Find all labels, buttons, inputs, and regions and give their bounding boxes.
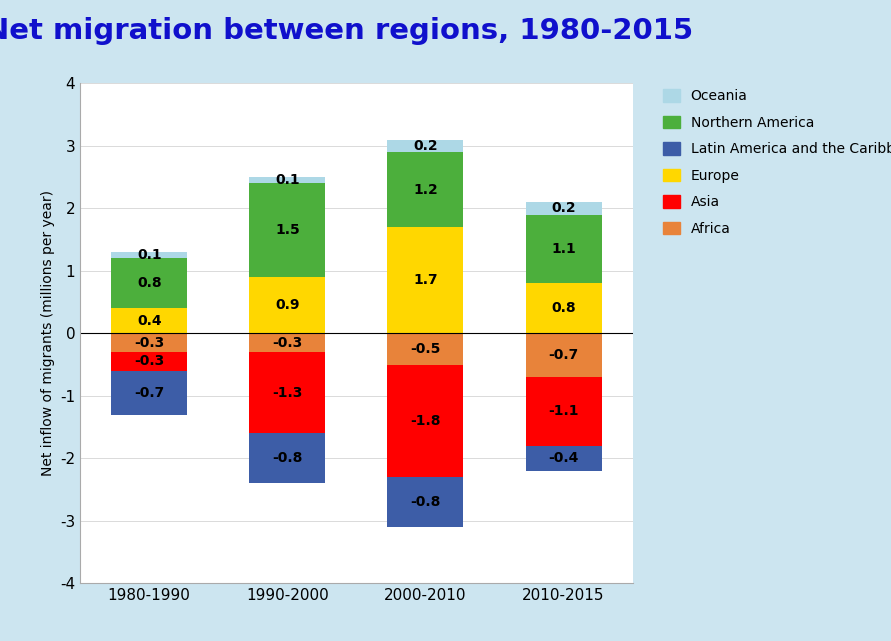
Bar	[111, 252, 187, 258]
Bar	[249, 183, 325, 277]
Bar	[111, 333, 187, 352]
Text: 0.8: 0.8	[137, 276, 161, 290]
Text: 1.2: 1.2	[413, 183, 437, 197]
Text: 0.1: 0.1	[137, 248, 161, 262]
Bar	[249, 277, 325, 333]
Bar	[388, 227, 463, 333]
Bar	[111, 370, 187, 415]
Text: 0.9: 0.9	[275, 298, 299, 312]
Text: 1.7: 1.7	[413, 273, 437, 287]
Bar	[388, 333, 463, 365]
Y-axis label: Net inflow of migrants (millions per year): Net inflow of migrants (millions per yea…	[40, 190, 54, 476]
Text: -1.1: -1.1	[548, 404, 579, 419]
Bar	[249, 433, 325, 483]
Text: 0.8: 0.8	[552, 301, 576, 315]
Bar	[526, 215, 601, 283]
Text: -0.7: -0.7	[549, 348, 578, 362]
Bar	[388, 152, 463, 227]
Text: -0.3: -0.3	[273, 336, 302, 350]
Text: -1.8: -1.8	[410, 414, 441, 428]
Bar	[526, 377, 601, 446]
Bar	[388, 477, 463, 527]
Text: 0.1: 0.1	[275, 173, 299, 187]
Bar	[388, 140, 463, 152]
Bar	[111, 352, 187, 371]
Text: -0.5: -0.5	[410, 342, 441, 356]
Text: 0.2: 0.2	[552, 201, 576, 215]
Legend: Oceania, Northern America, Latin America and the Caribbean, Europe, Asia, Africa: Oceania, Northern America, Latin America…	[658, 84, 891, 242]
Bar	[526, 202, 601, 215]
Bar	[526, 283, 601, 333]
Text: 1.5: 1.5	[275, 223, 299, 237]
Bar	[526, 446, 601, 470]
Bar	[388, 365, 463, 477]
Text: 1.1: 1.1	[552, 242, 576, 256]
Text: -0.7: -0.7	[135, 386, 164, 400]
Text: -0.8: -0.8	[272, 451, 303, 465]
Text: -0.3: -0.3	[135, 354, 164, 369]
Text: -0.3: -0.3	[135, 336, 164, 350]
Bar	[111, 308, 187, 333]
Bar	[249, 177, 325, 183]
Text: -0.8: -0.8	[410, 495, 441, 509]
Text: 0.2: 0.2	[413, 139, 437, 153]
Text: Net migration between regions, 1980-2015: Net migration between regions, 1980-2015	[0, 17, 692, 45]
Text: -0.4: -0.4	[548, 451, 579, 465]
Bar	[111, 258, 187, 308]
Bar	[249, 352, 325, 433]
Text: -1.3: -1.3	[272, 386, 303, 400]
Text: 0.4: 0.4	[137, 314, 161, 328]
Bar	[526, 333, 601, 377]
Bar	[249, 333, 325, 352]
